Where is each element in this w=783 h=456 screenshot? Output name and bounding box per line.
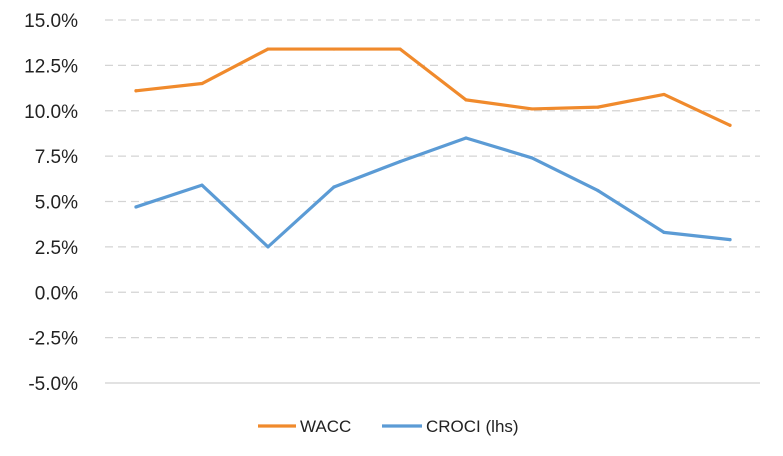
legend-item: CROCI (lhs) xyxy=(382,417,519,436)
y-axis: 15.0% 12.5% 10.0% 7.5% 5.0% 2.5% 0.0% -2.5% -5.0… xyxy=(24,11,78,395)
data-point xyxy=(332,185,336,189)
data-point xyxy=(464,136,468,140)
y-tick-label: 12.5% xyxy=(24,56,78,77)
data-point xyxy=(530,156,534,160)
data-point xyxy=(596,105,600,109)
legend-item: WACC xyxy=(258,417,351,436)
data-point xyxy=(728,238,732,242)
gridlines xyxy=(105,19,760,384)
series-line-croci xyxy=(134,136,732,249)
data-point xyxy=(200,81,204,86)
series-line-wacc xyxy=(134,47,732,127)
y-tick-label: 15.0% xyxy=(24,11,78,32)
y-tick-label: 10.0% xyxy=(24,102,78,123)
legend-label: WACC xyxy=(300,417,351,436)
data-point xyxy=(530,107,534,111)
data-point xyxy=(662,92,666,97)
data-point xyxy=(398,47,402,51)
y-tick-label: 0.0% xyxy=(35,283,78,304)
legend: WACC CROCI (lhs) xyxy=(258,417,519,436)
legend-label: CROCI (lhs) xyxy=(426,417,519,436)
y-tick-label: -5.0% xyxy=(28,374,78,395)
y-tick-label: 7.5% xyxy=(35,147,78,168)
data-point xyxy=(266,47,270,51)
y-tick-label: 2.5% xyxy=(35,238,78,259)
data-point xyxy=(200,183,204,187)
data-point xyxy=(332,47,336,51)
y-tick-label: 5.0% xyxy=(35,193,78,214)
y-tick-label: -2.5% xyxy=(28,329,78,350)
data-point xyxy=(266,245,270,249)
data-point xyxy=(596,189,600,193)
data-point xyxy=(134,89,138,93)
data-point xyxy=(662,230,666,234)
series-lines xyxy=(134,47,732,249)
data-point xyxy=(464,98,468,102)
data-point xyxy=(398,159,402,164)
data-point xyxy=(728,123,732,127)
data-point xyxy=(134,205,138,209)
